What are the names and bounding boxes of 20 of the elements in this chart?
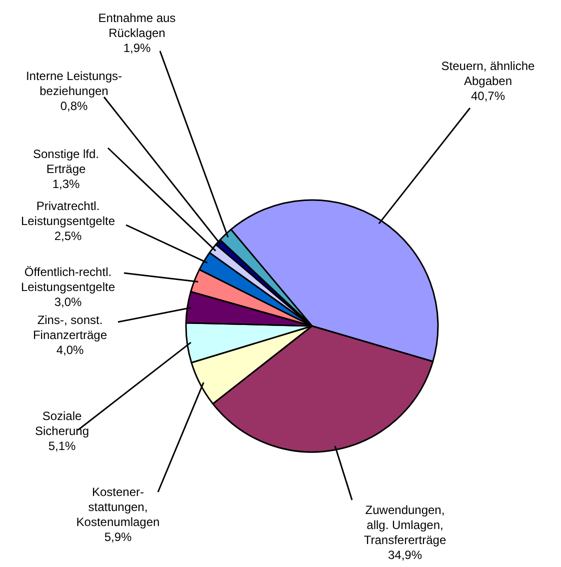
data-label: 0,8% [60, 99, 88, 113]
slice-label: Zuwendungen, allg. Umlagen, Transfererträge [364, 503, 446, 547]
slice-label: Steuern, ähnliche Abgaben [441, 59, 536, 88]
data-label: 1,3% [52, 177, 80, 191]
slice-label: Entnahme aus Rücklagen [98, 11, 176, 40]
data-label: 2,5% [54, 229, 82, 243]
slice-label: Öffentlich-rechtl. Leistungsentgelte [20, 265, 116, 294]
data-label: 5,1% [48, 439, 76, 453]
data-label: 4,0% [56, 343, 84, 357]
data-label: 5,9% [104, 530, 132, 544]
slice-label: Zins-, sonst. Finanzerträge [32, 313, 108, 342]
slice-label: Kostener- stattungen, Kostenumlagen [76, 485, 160, 529]
slice-label: Privatrechtl. Leistungsentgelte [20, 199, 116, 228]
slice-label: Interne Leistungs- beziehungen [26, 69, 122, 98]
data-label: 1,9% [123, 41, 151, 55]
data-label: 40,7% [470, 89, 506, 103]
slice-label: Sonstige lfd. Erträge [32, 147, 100, 176]
slice-label: Soziale Sicherung [34, 409, 90, 438]
data-label: 34,9% [388, 548, 422, 562]
data-label: 3,0% [54, 295, 82, 309]
